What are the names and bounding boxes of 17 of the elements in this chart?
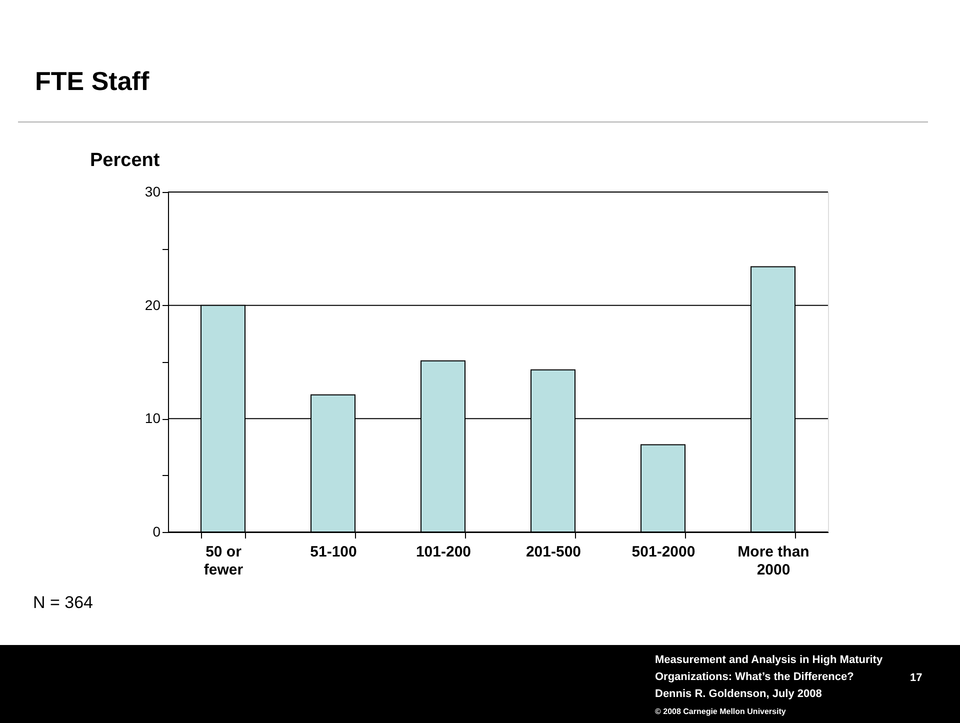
text: © 2008 Carnegie Mellon University — [655, 707, 786, 716]
chart-title: FTE Staff — [35, 66, 150, 96]
x-tick-label: 51-100 — [310, 544, 357, 560]
x-tick-label: 501-2000 — [632, 544, 696, 560]
text: 17 — [910, 672, 922, 684]
x-tick-label: 101-200 — [416, 544, 472, 560]
text: Measurement and Analysis in High Maturity Organizations: What’s the Difference? — [655, 654, 884, 683]
y-tick-label: 10 — [144, 410, 161, 426]
x-tick-label: 201-500 — [526, 544, 582, 560]
text: Dennis R. Goldenson, July 2008 — [655, 688, 822, 700]
y-tick-label: 0 — [152, 524, 161, 540]
x-tick-label: 50 or fewer — [204, 544, 244, 578]
y-tick-label: 20 — [144, 296, 161, 313]
text: N = 364 — [33, 593, 94, 612]
y-axis-title: Percent — [90, 150, 160, 171]
x-tick-label: More than 2000 — [738, 544, 810, 578]
y-tick-label: 30 — [144, 184, 161, 200]
